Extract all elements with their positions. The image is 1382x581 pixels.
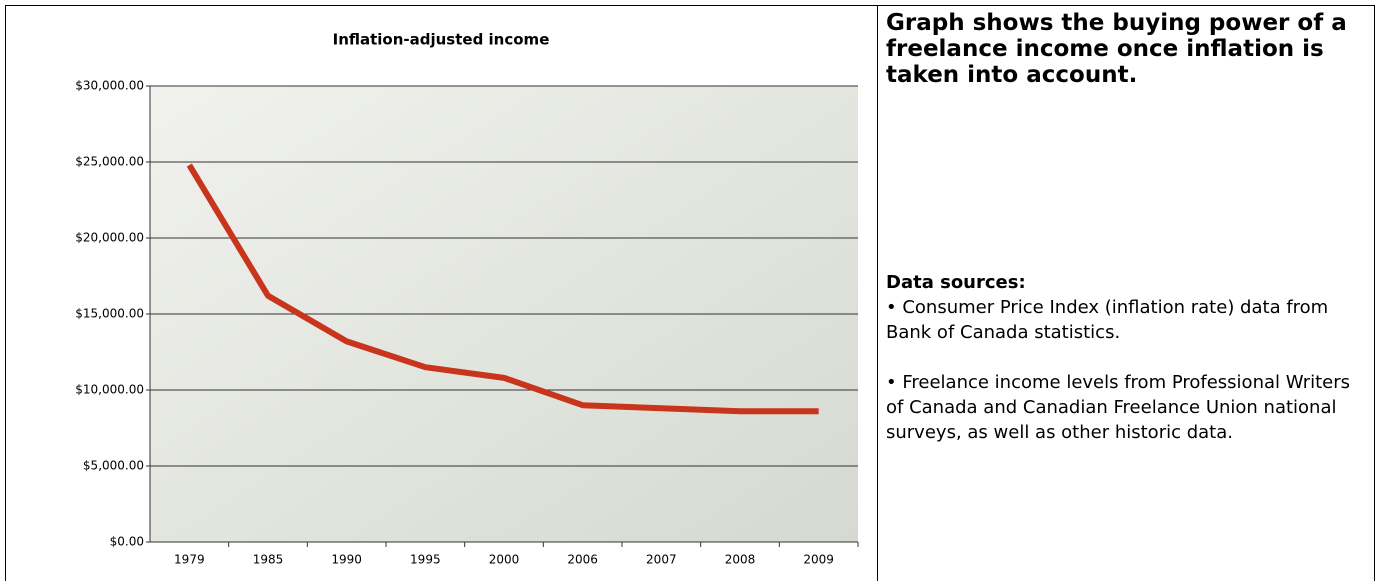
y-tick-label: $30,000.00	[75, 79, 144, 93]
y-tick-label: $10,000.00	[75, 383, 144, 397]
x-tick-label: 1995	[410, 553, 441, 567]
chart: Inflation-adjusted income $0.00 $5,000.00…	[0, 0, 877, 581]
y-tick-label: $15,000.00	[75, 307, 144, 321]
x-tick-label: 2006	[567, 553, 598, 567]
y-tick-label: $5,000.00	[83, 459, 144, 473]
sources-title: Data sources:	[886, 271, 1366, 295]
y-tick-label: $0.00	[110, 535, 144, 549]
y-tick-label: $25,000.00	[75, 155, 144, 169]
x-tick-label: 2009	[803, 553, 834, 567]
chart-title: Inflation-adjusted income	[333, 31, 550, 49]
source: • Consumer Price Index (inflation rate) …	[886, 295, 1366, 345]
page: Inflation-adjusted income $0.00 $5,000.00…	[0, 0, 1382, 581]
y-tick-label: $20,000.00	[75, 231, 144, 245]
x-tick-label: 1990	[331, 553, 362, 567]
x-tick-label: 1979	[174, 553, 205, 567]
sidebar: Graph shows the buying power of a freela…	[886, 10, 1366, 445]
source: • Freelance income levels from Professio…	[886, 370, 1366, 445]
x-tick-label: 2000	[489, 553, 520, 567]
x-tick-label: 2007	[646, 553, 677, 567]
divider	[877, 5, 878, 581]
heading: Graph shows the buying power of a freela…	[886, 10, 1366, 88]
x-tick-label: 1985	[253, 553, 284, 567]
x-tick-label: 2008	[725, 553, 756, 567]
